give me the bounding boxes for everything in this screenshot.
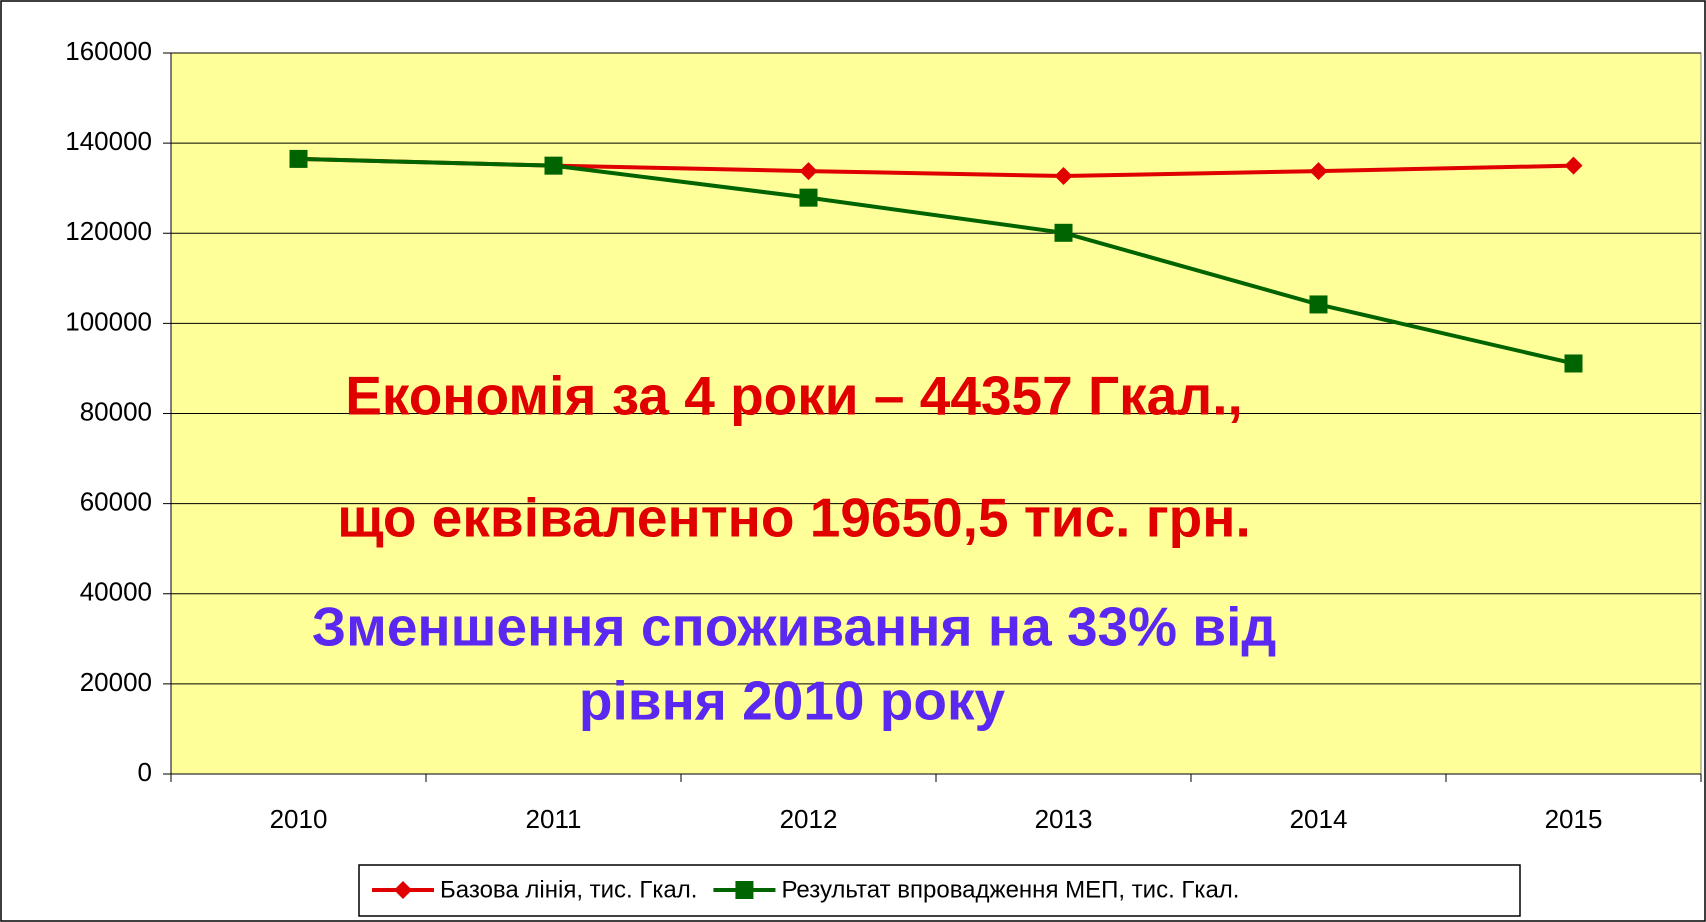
annotation: що еквівалентно 19650,5 тис. грн. xyxy=(337,487,1251,549)
y-tick-label: 100000 xyxy=(65,306,152,336)
y-tick-label: 60000 xyxy=(80,487,152,517)
x-tick-label: 2014 xyxy=(1290,804,1348,834)
point-marker xyxy=(799,188,818,207)
legend-label: Результат впровадження МЕП, тис. Гкал. xyxy=(781,876,1239,903)
y-tick-label: 120000 xyxy=(65,216,152,246)
series-line xyxy=(298,156,1574,366)
point-marker xyxy=(289,149,308,168)
point-marker xyxy=(1564,354,1583,373)
x-tick-label: 2013 xyxy=(1035,804,1093,834)
point-marker xyxy=(544,156,563,175)
point-marker xyxy=(1564,156,1583,175)
y-tick-label: 40000 xyxy=(80,577,152,607)
legend-marker xyxy=(394,881,412,899)
annotation: рівня 2010 року xyxy=(579,670,1006,732)
point-marker xyxy=(1054,167,1073,186)
point-marker xyxy=(1054,223,1073,242)
x-tick-label: 2010 xyxy=(270,804,328,834)
point-marker xyxy=(1309,162,1328,181)
point-marker xyxy=(799,162,818,181)
legend-marker xyxy=(735,881,754,899)
y-tick-label: 20000 xyxy=(80,667,152,697)
y-tick-label: 0 xyxy=(138,757,152,787)
legend-box xyxy=(358,864,1521,917)
legend-label: Базова лінія, тис. Гкал. xyxy=(440,876,697,903)
x-tick-label: 2015 xyxy=(1545,804,1603,834)
y-tick-label: 80000 xyxy=(80,396,152,426)
x-tick-label: 2011 xyxy=(526,804,582,834)
y-tick-label: 140000 xyxy=(65,126,152,156)
x-tick-label: 2012 xyxy=(780,804,838,834)
y-tick-label: 160000 xyxy=(65,36,152,66)
annotation: Економія за 4 роки – 44357 Гкал., xyxy=(345,365,1243,427)
point-marker xyxy=(1309,295,1328,314)
annotation: Зменшення споживання на 33% від xyxy=(312,596,1277,658)
